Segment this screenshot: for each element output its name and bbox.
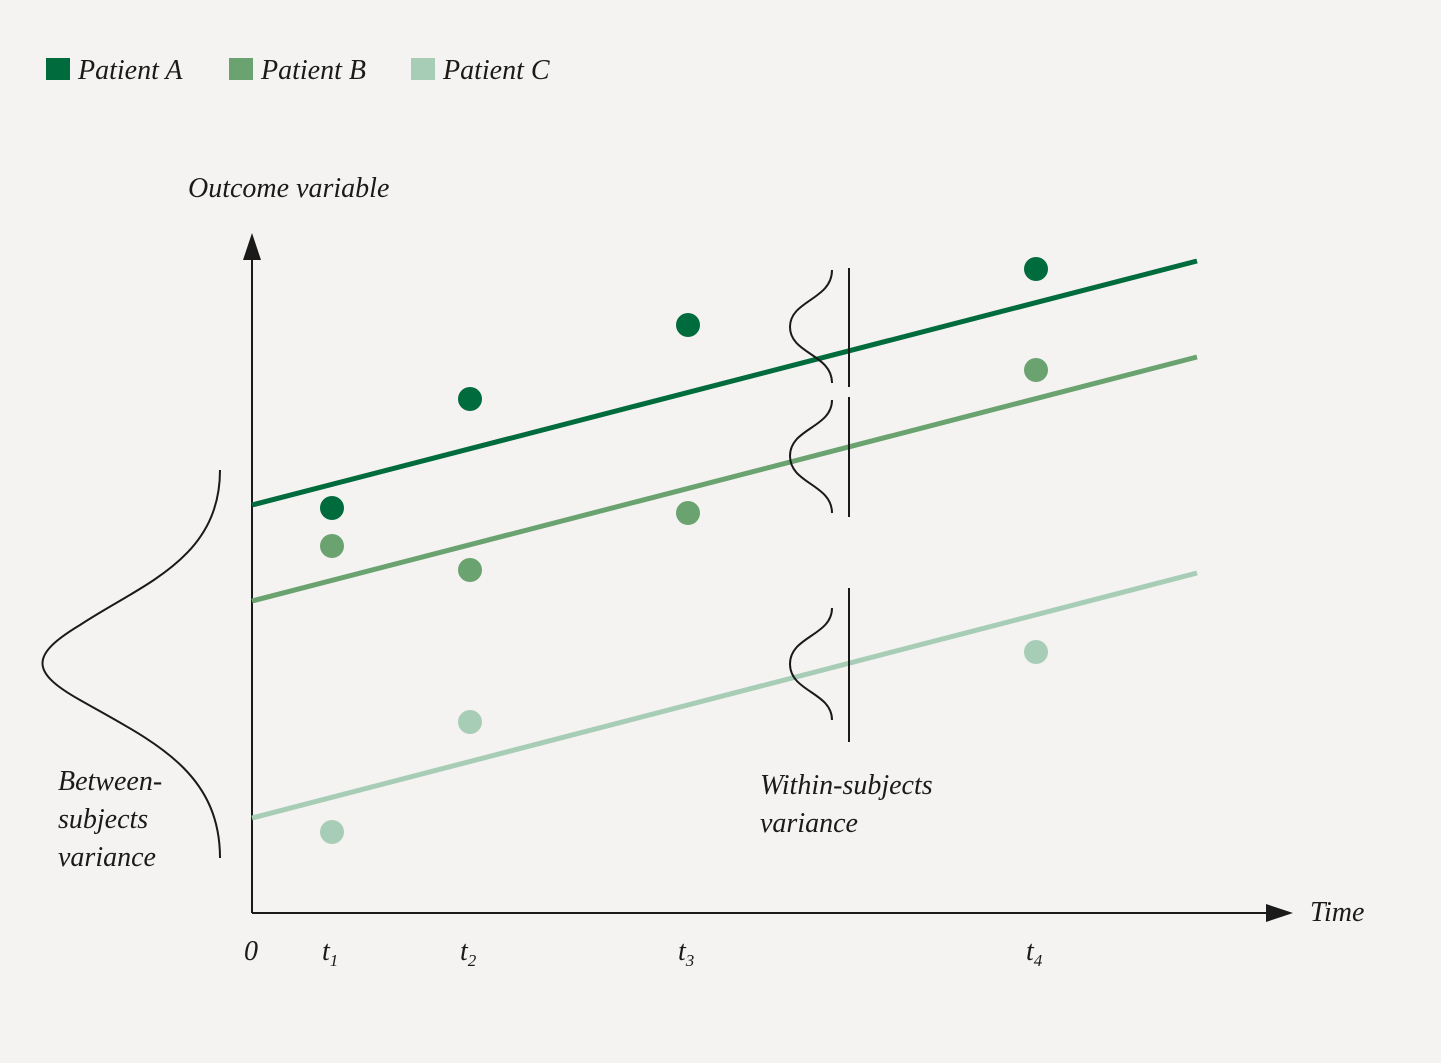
- point: [1024, 640, 1048, 664]
- within-curves: [788, 268, 850, 742]
- x-axis-label: Time: [1310, 897, 1364, 928]
- trend-line: [251, 570, 1198, 821]
- legend-swatch: [46, 58, 70, 80]
- point: [1024, 358, 1048, 382]
- between-label: Between- subjects variance: [58, 766, 169, 873]
- point: [320, 496, 344, 520]
- within-label: Within-subjects variance: [760, 770, 940, 839]
- within-curve: [788, 607, 833, 721]
- points-c: [320, 640, 1048, 844]
- x-tick-label: t3: [678, 936, 694, 970]
- point: [320, 820, 344, 844]
- legend-label: Patient B: [260, 55, 366, 86]
- legend-label: Patient A: [77, 55, 183, 86]
- trend-line: [251, 354, 1198, 604]
- x-tick-label: t4: [1026, 936, 1043, 970]
- legend-swatch: [411, 58, 435, 80]
- point: [458, 710, 482, 734]
- y-axis-arrow: [243, 233, 261, 260]
- x-axis-arrow: [1266, 904, 1293, 922]
- between-curve: [41, 469, 221, 859]
- point: [676, 313, 700, 337]
- y-axis-label: Outcome variable: [188, 173, 389, 204]
- point: [320, 534, 344, 558]
- points-b: [320, 358, 1048, 582]
- x-tick-label: 0: [244, 936, 258, 967]
- point: [458, 387, 482, 411]
- point: [1024, 257, 1048, 281]
- trend-line: [251, 258, 1198, 508]
- point: [676, 501, 700, 525]
- x-tick-label: t1: [322, 936, 338, 970]
- legend-swatch: [229, 58, 253, 80]
- points-a: [320, 257, 1048, 520]
- point: [458, 558, 482, 582]
- within-curve: [788, 399, 833, 514]
- legend-label: Patient C: [442, 55, 550, 86]
- within-curve: [788, 269, 833, 384]
- x-tick-label: t2: [460, 936, 477, 970]
